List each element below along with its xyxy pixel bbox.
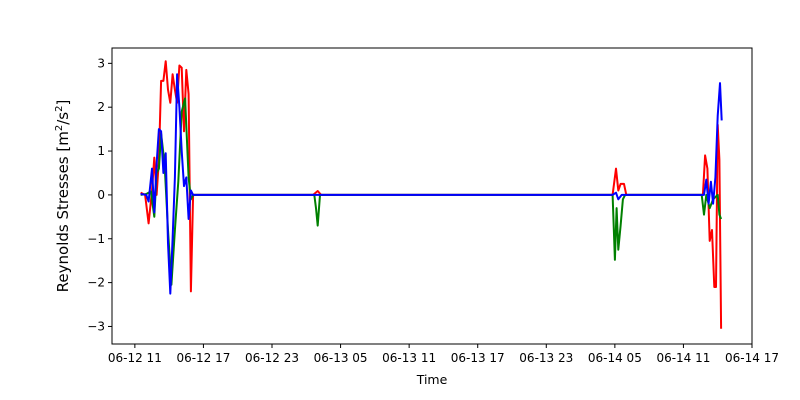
y-tick-label-5: −1 [87,232,105,246]
series-line-3 [140,73,723,295]
y-axis-label-sup1: 2 [54,125,65,131]
x-tick-label-10: 06-14 17 [725,351,779,365]
x-tick-label-7: 06-13 23 [519,351,573,365]
x-tick-label-6: 06-13 17 [451,351,505,365]
x-axis-label: Time [416,372,448,387]
y-axis-label-mid: /s [54,112,72,125]
y-axis-label-main: Reynolds Stresses [m [54,131,72,292]
y-tick-label-2: 2 [97,100,105,114]
x-tick-label-5: 06-13 11 [382,351,436,365]
y-axis-label-sup2: 2 [54,106,65,112]
y-tick-label-6: −2 [87,276,105,290]
x-tick-label-2: 06-12 17 [176,351,230,365]
y-tick-label-4: 0 [97,188,105,202]
x-tick-label-9: 06-14 11 [656,351,710,365]
x-tick-label-4: 06-13 05 [314,351,368,365]
y-axis-label-end: ] [54,100,72,106]
x-tick-label-8: 06-14 05 [588,351,642,365]
series-line-2 [140,97,723,286]
y-axis-label: Reynolds Stresses [m2/s2] [54,100,72,293]
x-tick-label-1: 06-12 11 [108,351,162,365]
x-axis: 06-12 11 06-12 17 06-12 23 06-13 05 06-13 11… [108,344,779,365]
y-tick-label-1: 3 [97,56,105,70]
x-tick-label-3: 06-12 23 [245,351,299,365]
y-tick-label-7: −3 [87,319,105,333]
plot-lines [140,60,723,329]
y-axis: 3 2 1 0 −1 −2 −3 [87,56,112,333]
plot-frame [111,47,753,345]
y-tick-label-3: 1 [97,144,105,158]
